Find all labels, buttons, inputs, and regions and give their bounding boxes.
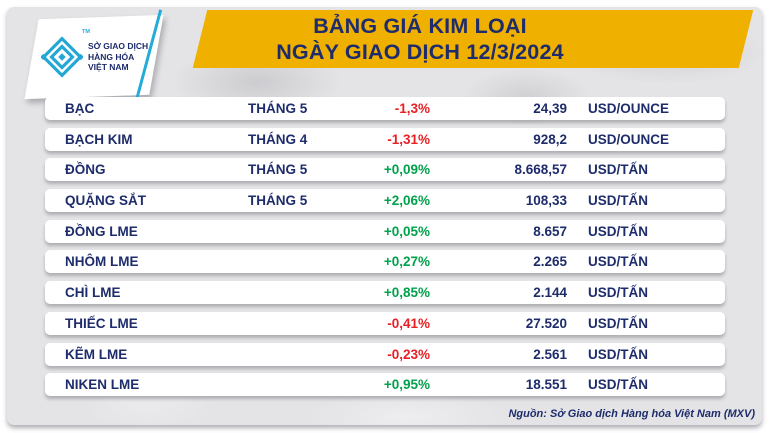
contract-month (248, 281, 360, 304)
logo-text-line3: VIỆT NAM (88, 62, 129, 73)
commodity-name: QUẶNG SẮT (65, 193, 146, 209)
price-value: 2.265 (533, 254, 567, 270)
change-percent: +0,05% (383, 223, 430, 239)
price-unit: USD/TẤN (588, 254, 648, 270)
table-row: CHÌ LME +0,85% 2.144 USD/TẤN (45, 281, 725, 305)
commodity-name: NHÔM LME (65, 254, 139, 270)
table-row: NIKEN LME +0,95% 18.551 USD/TẤN (45, 373, 725, 397)
commodity-name: ĐỒNG LME (65, 223, 138, 239)
price-unit: USD/TẤN (588, 285, 648, 301)
price-unit: USD/TẤN (588, 162, 648, 178)
page-title-line2: NGÀY GIAO DỊCH 12/3/2024 (276, 40, 564, 64)
price-value: 27.520 (525, 315, 567, 331)
price-table: BẠC THÁNG 5 -1,3% 24,39 USD/OUNCE BẠCH K… (45, 97, 725, 404)
change-percent: -1,31% (387, 131, 430, 147)
contract-month (248, 250, 360, 273)
table-row: QUẶNG SẮT THÁNG 5 +2,06% 108,33 USD/TẤN (45, 189, 725, 213)
contract-month (248, 373, 360, 396)
price-unit: USD/OUNCE (588, 101, 670, 116)
table-row: NHÔM LME +0,27% 2.265 USD/TẤN (45, 250, 725, 274)
mxv-logo-content: TM SỞ GIAO DỊCH HÀNG HÓA VIỆT NAM (24, 15, 163, 99)
change-percent: -0,41% (387, 315, 430, 331)
price-value: 8.668,57 (514, 162, 567, 178)
commodity-name: NIKEN LME (65, 377, 140, 393)
page-title-line1: BẢNG GIÁ KIM LOẠI (313, 13, 527, 38)
change-percent: +0,95% (383, 377, 430, 393)
price-value: 24,39 (533, 101, 567, 116)
source-attribution: Nguồn: Sở Giao dịch Hàng hóa Việt Nam (M… (508, 408, 755, 420)
change-percent: -1,3% (394, 101, 430, 116)
price-unit: USD/TẤN (588, 193, 648, 209)
contract-month (248, 312, 360, 335)
change-percent: +2,06% (383, 193, 430, 209)
price-value: 2.144 (533, 285, 567, 301)
contract-month: THÁNG 4 (248, 131, 308, 147)
logo-text-line2: HÀNG HÓA (88, 51, 135, 62)
change-percent: +0,09% (383, 162, 430, 178)
price-value: 2.561 (533, 346, 567, 362)
commodity-name: ĐỒNG (65, 162, 106, 178)
mxv-logo-inner: TM SỞ GIAO DỊCH HÀNG HÓA VIỆT NAM (32, 17, 156, 97)
trademark-symbol: TM (82, 29, 90, 35)
price-unit: USD/TẤN (588, 223, 648, 239)
commodity-name: THIẾC LME (65, 315, 138, 331)
price-unit: USD/TẤN (588, 377, 648, 393)
contract-month: THÁNG 5 (248, 193, 308, 209)
commodity-name: BẠCH KIM (65, 131, 133, 147)
logo-text-line1: SỞ GIAO DỊCH (88, 41, 149, 52)
table-row: ĐỒNG THÁNG 5 +0,09% 8.668,57 USD/TẤN (45, 158, 725, 182)
contract-month (248, 343, 360, 366)
price-value: 928,2 (533, 131, 567, 147)
commodity-name: BẠC (65, 101, 95, 116)
contract-month (248, 220, 360, 243)
price-unit: USD/TẤN (588, 315, 648, 331)
commodity-name: CHÌ LME (65, 285, 121, 301)
change-percent: -0,23% (387, 346, 430, 362)
contract-month: THÁNG 5 (248, 162, 308, 178)
table-row: THIẾC LME -0,41% 27.520 USD/TẤN (45, 311, 725, 335)
table-row: ĐỒNG LME +0,05% 8.657 USD/TẤN (45, 219, 725, 243)
price-value: 108,33 (525, 193, 567, 209)
change-percent: +0,27% (383, 254, 430, 270)
table-row: BẠC THÁNG 5 -1,3% 24,39 USD/OUNCE (45, 97, 725, 120)
price-unit: USD/OUNCE (588, 131, 670, 147)
price-value: 18.551 (525, 377, 567, 393)
table-row: KẼM LME -0,23% 2.561 USD/TẤN (45, 342, 725, 366)
price-unit: USD/TẤN (588, 346, 648, 362)
table-row: BẠCH KIM THÁNG 4 -1,31% 928,2 USD/OUNCE (45, 127, 725, 151)
page-title: BẢNG GIÁ KIM LOẠI NGÀY GIAO DỊCH 12/3/20… (190, 11, 650, 67)
mxv-diamond-logo-icon (41, 36, 83, 78)
change-percent: +0,85% (383, 285, 430, 301)
commodity-name: KẼM LME (65, 346, 128, 362)
price-value: 8.657 (533, 223, 567, 239)
contract-month: THÁNG 5 (248, 101, 308, 116)
mxv-logo-text: SỞ GIAO DỊCH HÀNG HÓA VIỆT NAM (88, 41, 148, 73)
